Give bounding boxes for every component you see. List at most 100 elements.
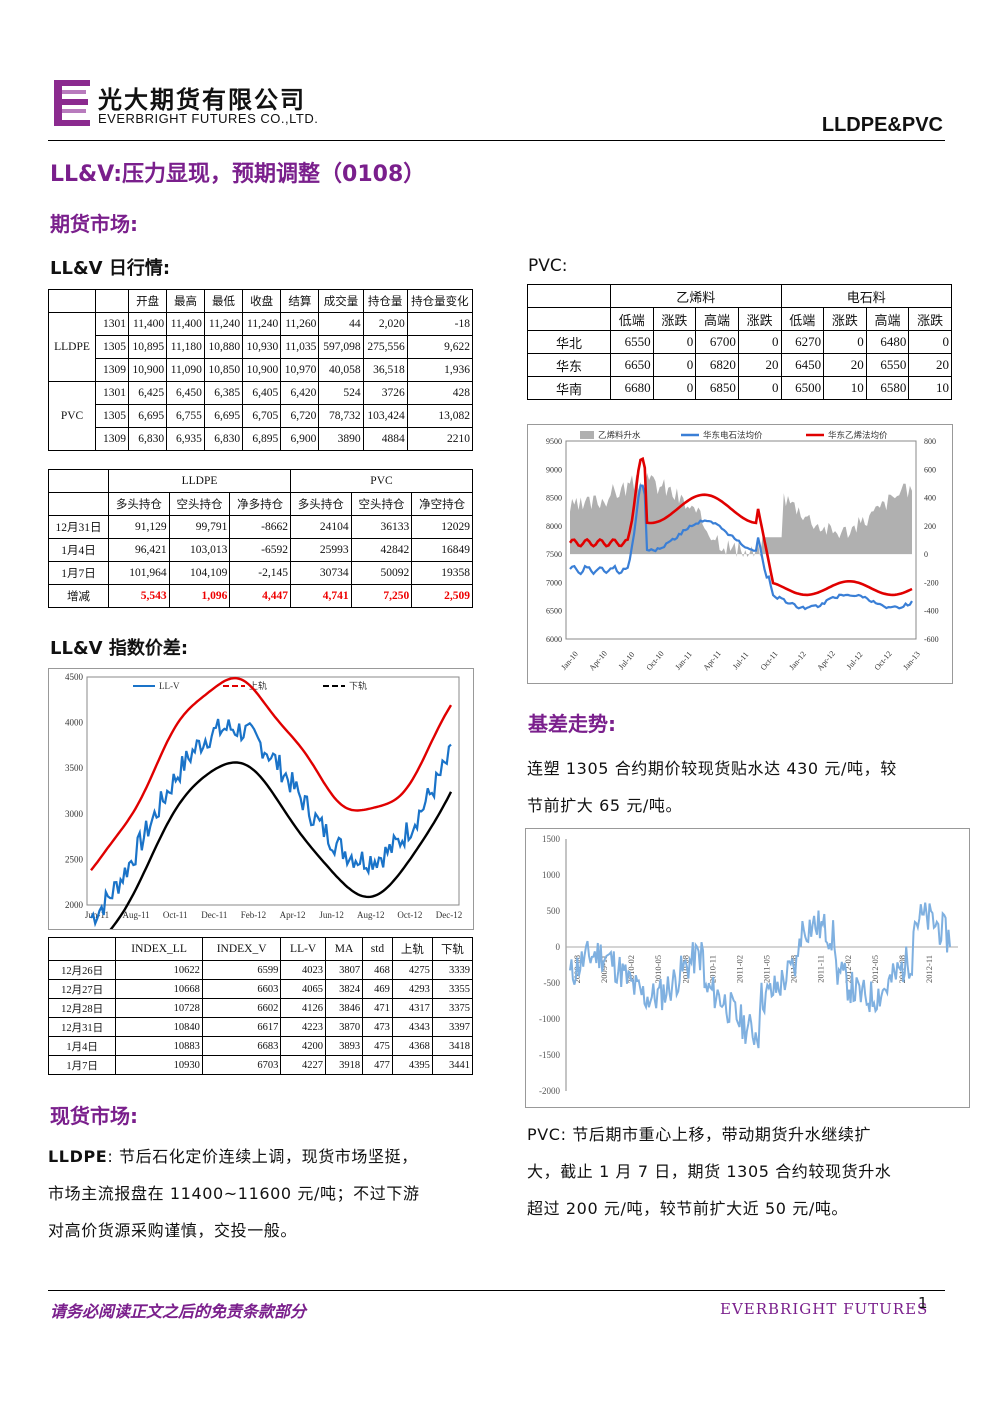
table-row: 12月31日 10840 6617 4223 3870 473 4343 3397 [47,1017,474,1037]
table-cell: 10,900 [242,358,282,382]
table-cell: 6617 [201,1017,282,1037]
para-line: 节前扩大 65 元/吨。 [527,796,683,815]
daily-quote-heading: LL&V 日行情: [50,258,171,279]
table-cell: 10,880 [203,335,244,359]
lldpe-paragraph: LLDPE: 节后石化定价连续上调，现货市场坚挺， 市场主流报盘在 11400~… [48,1138,478,1249]
table-cell: 4200 [280,1036,326,1056]
table-cell: 6,830 [203,427,244,451]
col-header: 开盘 [127,289,168,313]
table-cell: 3375 [431,998,474,1018]
x-tick-label: Jul-10 [617,650,637,671]
company-name-cn: 光大期货有限公司 [98,86,306,114]
table-cell: 0 [908,330,952,354]
para-line: : 节后石化定价连续上调，现货市场坚挺， [107,1147,418,1166]
col-header: 空头持仓 [168,492,231,516]
y-tick-label: 2500 [65,854,84,864]
basis-line [569,902,951,1049]
para-line: 市场主流报盘在 11400~11600 元/吨；不过下游 [48,1184,420,1203]
table-cell: 1309 [95,358,129,382]
table-cell: 103,424 [362,404,408,428]
table-cell: 1月7日 [47,1055,117,1075]
para-line: PVC: 节后期市重心上移，带动期货升水继续扩 [527,1125,872,1144]
col-header: 持仓量 [362,289,408,313]
page-number: 1 [918,1294,928,1312]
table-cell: 10,850 [203,358,244,382]
x-tick-label: Oct-12 [397,910,422,920]
y-right-tick: 600 [924,465,936,474]
table-row: 1月4日 10883 6683 4200 3893 475 4368 3418 [47,1036,474,1056]
x-tick-label: 2009-11 [599,955,609,983]
table-cell: 1月4日 [47,1036,117,1056]
plot-area [86,676,460,906]
x-tick-label: Jun-12 [319,910,344,920]
footer-disclaimer[interactable]: 请务必阅读正文之后的免责条款部分 [50,1302,307,1321]
table-cell: 471 [362,998,393,1018]
llv-spread-line [90,718,452,928]
table-cell: 10883 [115,1036,203,1056]
table-cell: 0 [652,353,697,377]
y-left-tick: 6500 [546,607,562,616]
table-cell: 1301 [95,381,129,405]
y-right-tick: 400 [924,494,936,503]
table-cell: 3418 [431,1036,474,1056]
position-table: LLDPE PVC 多头持仓 空头持仓 净多持仓 多头持仓 空头持仓 净空持仓 … [48,469,474,608]
table-cell: 13,082 [406,404,474,428]
row-group-label: LLDPE [48,312,96,382]
table-cell: 6820 [695,353,739,377]
table-cell: 6683 [201,1036,282,1056]
y-tick-label: 0 [556,942,561,952]
table-cell: 6603 [201,979,282,999]
table-row: 1305 6,695 6,755 6,695 6,705 6,720 78,732 103,4… [49,404,474,428]
table-cell: 25993 [289,538,352,562]
y-tick-label: 500 [547,906,561,916]
table-cell: 6,425 [127,381,168,405]
legend-label: 乙烯料升水 [598,430,641,440]
table-header-row: INDEX_LL INDEX_V LL-V MA std 上轨 下轨 [47,937,474,961]
pvc-paragraph: PVC: 节后期市重心上移，带动期货升水继续扩 大，截止 1 月 7 日，期货 … [527,1116,957,1227]
table-cell: 6,935 [166,427,205,451]
x-tick-label: Jul-11 [731,650,751,671]
y-tick-label: 1000 [542,870,561,880]
table-cell: 1305 [95,335,129,359]
table-cell: 4023 [280,960,326,980]
table-row: 1月7日 101,964 104,109 -2,145 30734 50092 19358 [48,561,473,585]
group-header: PVC [289,469,474,493]
table-cell: 275,556 [362,335,408,359]
table-cell: 103,013 [168,538,231,562]
y-left-tick: 7500 [546,550,562,559]
table-cell: 4126 [280,998,326,1018]
table-cell: 4227 [280,1055,326,1075]
table-cell: 10,930 [242,335,282,359]
legend-label: 下轨 [349,680,367,691]
table-cell: 11,260 [280,312,320,336]
table-cell: 524 [318,381,364,405]
table-cell: 6,755 [166,404,205,428]
table-cell: 4223 [280,1017,326,1037]
table-cell: 6270 [780,330,825,354]
x-tick-label: Aug-11 [123,910,150,920]
y-tick-label: 2000 [65,900,84,910]
col-header: 涨跌 [652,307,697,331]
group-header: 乙烯料 [610,284,782,308]
table-cell: 6,705 [242,404,282,428]
para-line: 超过 200 元/吨，较节前扩大近 50 元/吨。 [527,1199,849,1218]
pvc-spot-table: 乙烯料 电石料 低端 涨跌 高端 涨跌 低端 涨跌 高端 涨跌 华北 6550 0 6700 0 627… [527,284,952,400]
y-left-tick: 6000 [546,635,562,644]
table-cell: 华北 [527,330,611,354]
table-cell: 6450 [780,353,825,377]
table-cell: 1305 [95,404,129,428]
table-cell: 0 [652,376,697,400]
table-cell: 24104 [289,515,352,539]
daily-quote-table: 开盘 最高 最低 收盘 结算 成交量 持仓量 持仓量变化 LLDPE 1301 11… [48,289,474,451]
table-cell: 36,518 [362,358,408,382]
table-cell: 10 [823,376,867,400]
table-cell: 9,622 [406,335,474,359]
col-header: LL-V [280,937,326,961]
table-row: 12月31日 91,129 99,791 -8662 24104 36133 12029 [48,515,473,539]
index-spread-heading: LL&V 指数价差: [50,638,189,659]
table-row: 1月7日 10930 6703 4227 3918 477 4395 3441 [47,1055,474,1075]
table-cell: 12月27日 [47,979,117,999]
table-cell: 16849 [411,538,473,562]
col-header: INDEX_V [201,937,282,961]
